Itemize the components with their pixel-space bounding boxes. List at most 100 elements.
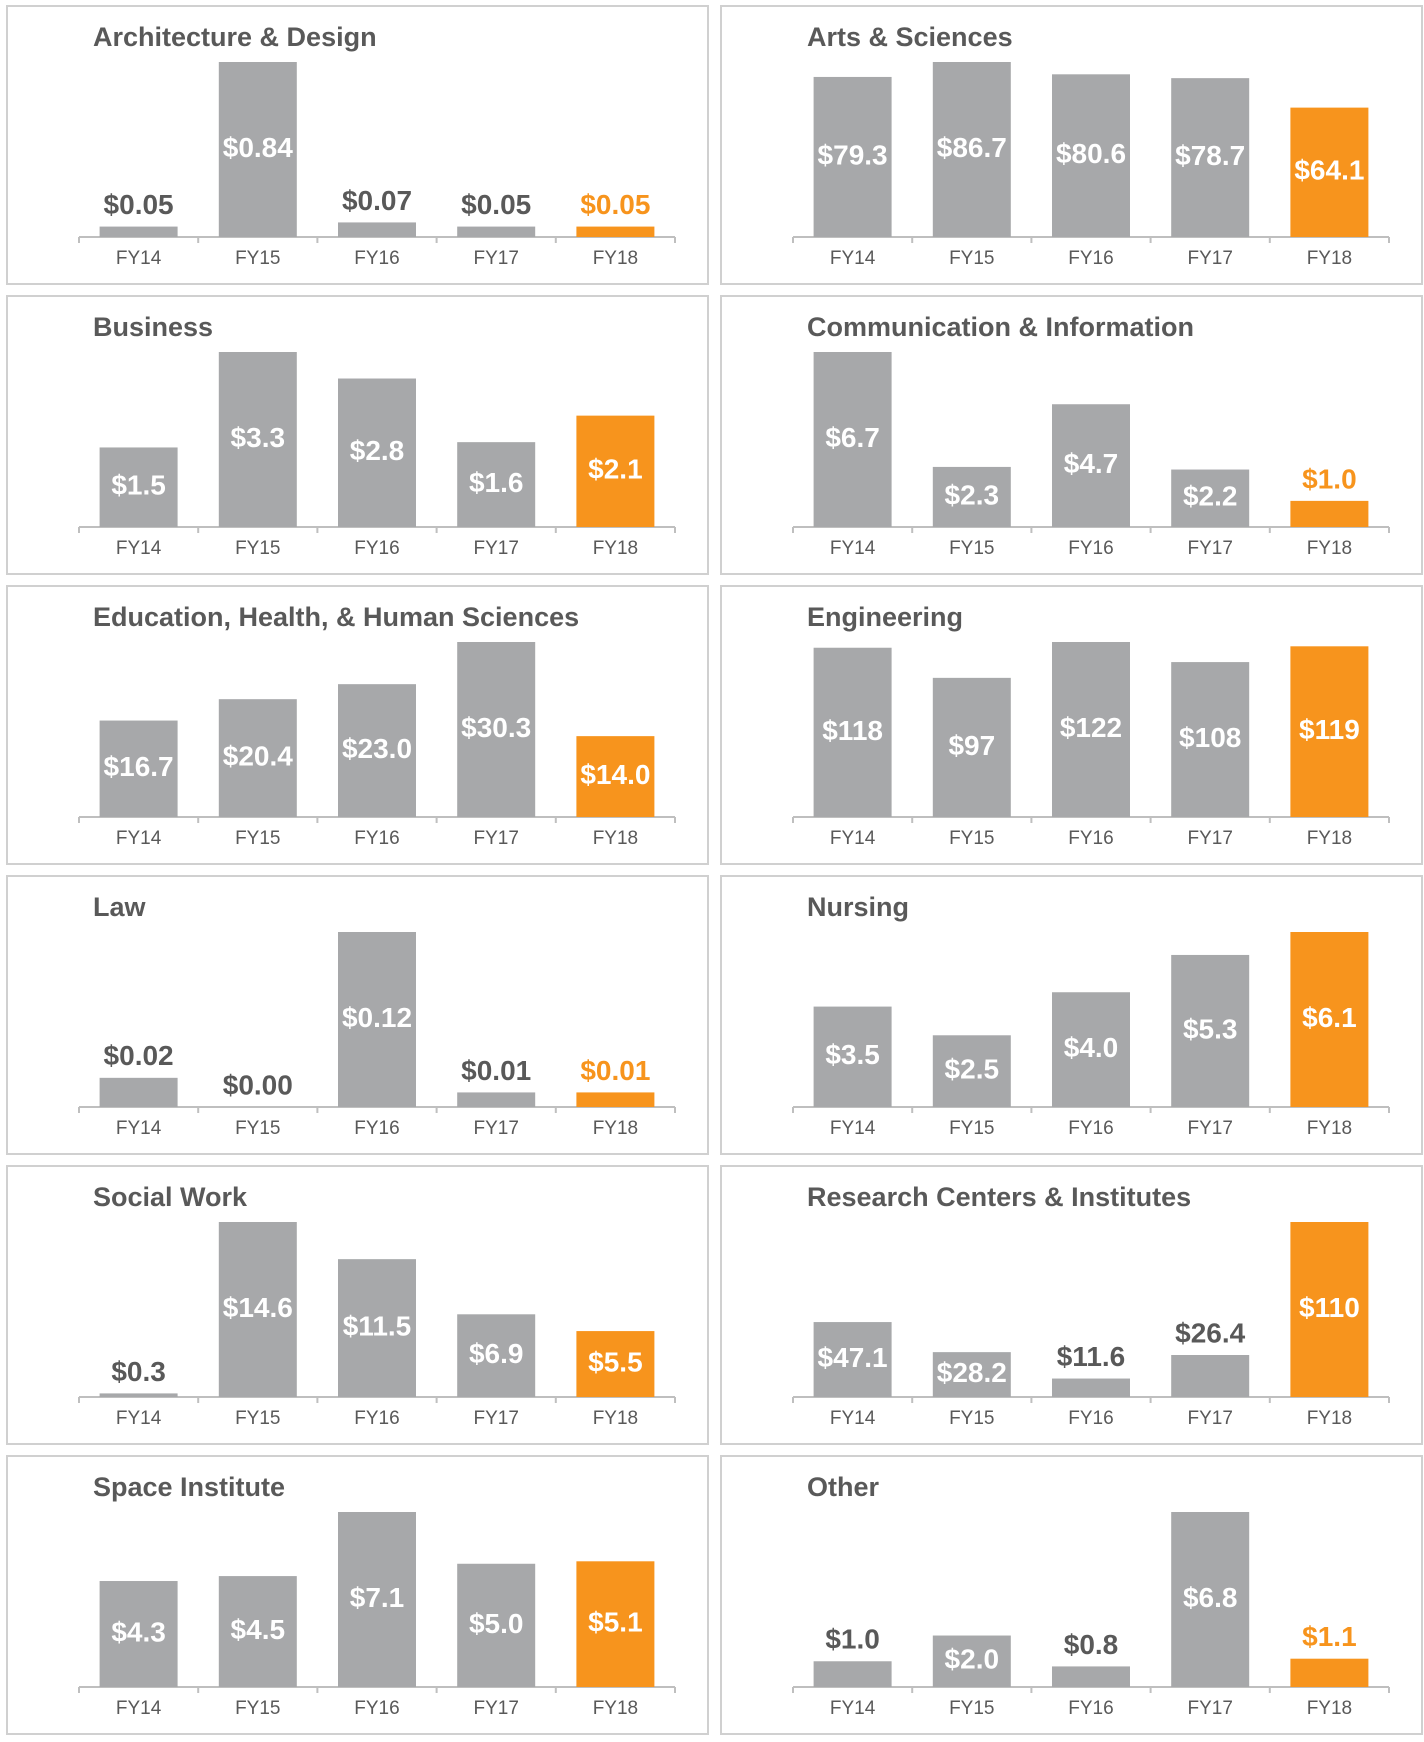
bar [1171, 954, 1250, 1107]
bar [1052, 1666, 1130, 1687]
x-tick-label: FY18 [1307, 1408, 1352, 1429]
value-label: $110 [1299, 1292, 1360, 1323]
x-tick-label: FY17 [473, 1698, 518, 1719]
bar [1171, 1355, 1250, 1397]
bar [1052, 74, 1130, 238]
value-label: $47.1 [818, 1342, 888, 1373]
x-tick-label: FY14 [116, 538, 162, 559]
bar [932, 466, 1011, 527]
bar [338, 1512, 416, 1687]
bar [813, 1322, 892, 1397]
chart-panel: Arts & Sciences $79.3 FY14 $86.7 FY15 $80.6 FY… [720, 5, 1423, 285]
chart-title: Other [807, 1472, 880, 1502]
value-label: $4.5 [231, 1614, 286, 1645]
bar [218, 62, 297, 237]
x-tick-label: FY18 [593, 1698, 638, 1719]
value-label: $2.0 [945, 1644, 1000, 1675]
chart-title: Arts & Sciences [807, 22, 1013, 52]
bar [576, 226, 655, 237]
value-label: $122 [1060, 712, 1122, 743]
bar [1290, 107, 1369, 238]
chart-panel: Architecture & Design $0.05 FY14 $0.84 FY15 $… [6, 5, 709, 285]
bar [576, 415, 655, 527]
bar [99, 720, 178, 817]
value-label: $80.6 [1056, 138, 1126, 169]
chart-panel: Business $1.5 FY14 $3.3 FY15 $2.8 FY16 $1.6 FY17… [6, 295, 709, 575]
bar [932, 677, 1011, 817]
value-label: $2.5 [945, 1054, 1000, 1085]
x-tick-label: FY18 [1307, 248, 1352, 269]
x-tick-label: FY16 [1068, 1698, 1113, 1719]
bar [338, 684, 416, 817]
value-label: $5.1 [588, 1607, 643, 1638]
bar [338, 378, 416, 527]
chart-panel: Other $1.0 FY14 $2.0 FY15 $0.8 FY16 $6.8 FY17 $1.… [720, 1455, 1423, 1735]
value-label: $1.5 [111, 470, 166, 501]
bar [576, 736, 655, 817]
value-label: $3.3 [231, 422, 286, 453]
value-label: $1.0 [1302, 463, 1357, 494]
x-tick-label: FY17 [1187, 248, 1232, 269]
value-label: $20.4 [223, 740, 293, 771]
bar [457, 642, 536, 817]
value-label: $1.6 [469, 467, 524, 498]
value-label: $2.1 [588, 454, 643, 485]
value-label: $6.8 [1183, 1582, 1238, 1613]
x-tick-label: FY16 [354, 538, 399, 559]
bar [338, 222, 416, 237]
x-tick-label: FY15 [235, 1698, 280, 1719]
x-tick-label: FY17 [473, 1408, 518, 1429]
value-label: $30.3 [461, 712, 531, 743]
x-tick-label: FY16 [1068, 828, 1113, 849]
x-tick-label: FY17 [1187, 828, 1232, 849]
chart-title: Research Centers & Institutes [807, 1182, 1191, 1212]
x-tick-label: FY14 [116, 828, 162, 849]
value-label: $4.0 [1064, 1032, 1119, 1063]
bar [1052, 404, 1130, 527]
x-tick-label: FY17 [1187, 1408, 1232, 1429]
value-label: $1.0 [825, 1624, 880, 1655]
value-label: $4.7 [1064, 448, 1119, 479]
bar [576, 1561, 655, 1687]
x-tick-label: FY18 [1307, 1698, 1352, 1719]
chart-panel: Research Centers & Institutes $47.1 FY14 $2… [720, 1165, 1423, 1445]
chart-panel: Law $0.02 FY14 $0.00 FY15 $0.12 FY16 $0.01 FY17 $… [6, 875, 709, 1155]
value-label: $11.5 [343, 1310, 412, 1341]
bar [457, 1314, 536, 1397]
bar [1290, 1658, 1369, 1687]
chart-panel: Space Institute $4.3 FY14 $4.5 FY15 $7.1 FY16 $… [6, 1455, 709, 1735]
chart-panel: Social Work $0.3 FY14 $14.6 FY15 $11.5 FY16 $6.… [6, 1165, 709, 1445]
bar [218, 352, 297, 527]
x-tick-label: FY14 [116, 1118, 162, 1139]
value-label: $11.6 [1057, 1341, 1126, 1372]
x-tick-label: FY18 [593, 538, 638, 559]
x-tick-label: FY17 [1187, 1698, 1232, 1719]
chart-title: Business [93, 312, 213, 342]
x-tick-label: FY16 [354, 828, 399, 849]
x-tick-label: FY14 [116, 1698, 162, 1719]
x-tick-label: FY17 [1187, 538, 1232, 559]
value-label: $3.5 [825, 1039, 880, 1070]
bar [813, 647, 892, 817]
bar [338, 932, 416, 1107]
chart-title: Engineering [807, 602, 963, 632]
value-label: $16.7 [104, 751, 174, 782]
bar [218, 1576, 297, 1687]
x-tick-label: FY18 [593, 828, 638, 849]
x-tick-label: FY18 [1307, 538, 1352, 559]
bar [932, 1352, 1011, 1397]
x-tick-label: FY18 [1307, 1118, 1352, 1139]
x-tick-label: FY15 [949, 1698, 994, 1719]
x-tick-label: FY17 [473, 828, 518, 849]
value-label: $5.3 [1183, 1013, 1238, 1044]
x-tick-label: FY16 [354, 1118, 399, 1139]
chart-title: Space Institute [93, 1472, 285, 1502]
value-label: $64.1 [1294, 155, 1364, 186]
bar [576, 1092, 655, 1107]
value-label: $26.4 [1175, 1317, 1245, 1348]
x-tick-label: FY16 [1068, 1408, 1113, 1429]
bar [1052, 1378, 1130, 1397]
value-label: $0.05 [461, 189, 531, 220]
chart-panel: Nursing $3.5 FY14 $2.5 FY15 $4.0 FY16 $5.3 FY17 $… [720, 875, 1423, 1155]
